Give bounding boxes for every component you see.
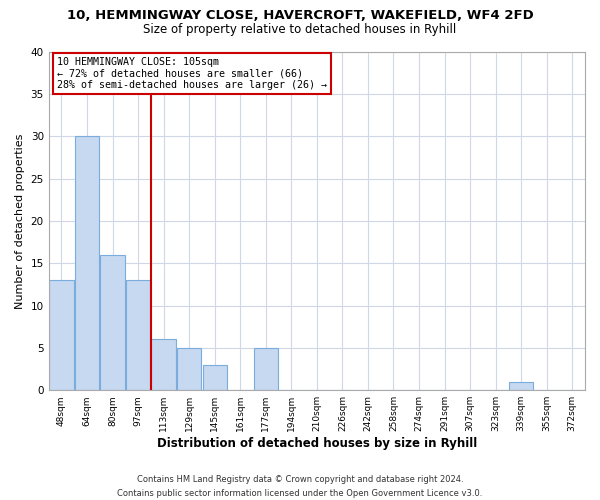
Y-axis label: Number of detached properties: Number of detached properties [15, 133, 25, 308]
Bar [49, 280, 74, 390]
Text: Contains HM Land Registry data © Crown copyright and database right 2024.
Contai: Contains HM Land Registry data © Crown c… [118, 476, 482, 498]
Bar [75, 136, 99, 390]
Text: Size of property relative to detached houses in Ryhill: Size of property relative to detached ho… [143, 22, 457, 36]
Bar [151, 340, 176, 390]
Bar [177, 348, 201, 390]
Text: 10, HEMMINGWAY CLOSE, HAVERCROFT, WAKEFIELD, WF4 2FD: 10, HEMMINGWAY CLOSE, HAVERCROFT, WAKEFI… [67, 9, 533, 22]
Bar [100, 254, 125, 390]
X-axis label: Distribution of detached houses by size in Ryhill: Distribution of detached houses by size … [157, 437, 477, 450]
Text: 10 HEMMINGWAY CLOSE: 105sqm
← 72% of detached houses are smaller (66)
28% of sem: 10 HEMMINGWAY CLOSE: 105sqm ← 72% of det… [57, 56, 327, 90]
Bar [126, 280, 150, 390]
Bar [509, 382, 533, 390]
Bar [203, 365, 227, 390]
Bar [254, 348, 278, 390]
